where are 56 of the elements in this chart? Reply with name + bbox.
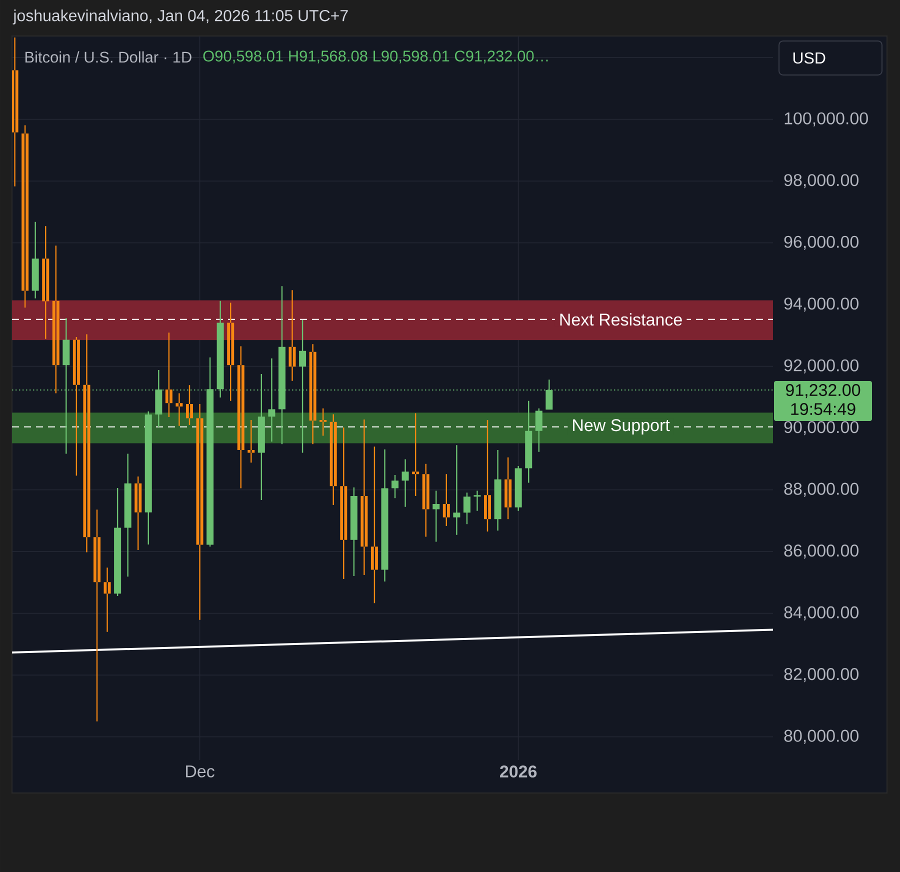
candlestick <box>83 334 90 552</box>
candlestick <box>340 427 348 580</box>
candlestick <box>42 226 50 339</box>
text: O90,598.01 H91,568.08 L90,598.01 C91,232.00… <box>203 50 548 64</box>
candlestick <box>474 490 481 511</box>
candlestick <box>370 446 378 604</box>
candlestick <box>72 337 80 476</box>
y-tick-label: 84,000.00 <box>784 606 858 620</box>
candlestick <box>309 344 316 444</box>
candlestick <box>12 38 18 186</box>
candlestick <box>422 464 430 537</box>
y-tick-label: 100,000.00 <box>784 112 868 126</box>
y-tick-label: 86,000.00 <box>784 544 858 559</box>
candlestick <box>360 419 368 576</box>
candlestick <box>412 413 420 496</box>
ref-line-label: New Support <box>573 419 670 435</box>
candlestick <box>94 510 100 722</box>
y-tick-label: 92,000.00 <box>784 359 858 374</box>
candlestick <box>52 246 60 394</box>
candlestick <box>32 222 39 298</box>
y-tick-label: 88,000.00 <box>784 482 858 497</box>
candlestick <box>227 302 234 401</box>
y-tick-label: 82,000.00 <box>784 668 858 682</box>
text: USD <box>793 52 826 64</box>
candlestick <box>186 385 193 425</box>
candlestick <box>134 476 142 550</box>
candlestick <box>504 457 512 520</box>
y-tick-label: 90,000.00 <box>784 421 858 436</box>
x-tick-label: Dec <box>186 766 214 778</box>
text: 19:54:49 <box>791 403 856 416</box>
candlestick <box>237 346 244 488</box>
y-tick-label: 96,000.00 <box>784 236 858 250</box>
ref-line-label: Next Resistance <box>560 313 682 326</box>
candlestick <box>320 408 327 436</box>
candlestick <box>330 414 337 505</box>
ref-line-label: 91,232.00 <box>786 384 860 398</box>
candlestick <box>268 358 276 442</box>
text: Bitcoin / U.S. Dollar · 1D <box>25 51 192 63</box>
candlestick <box>288 290 296 381</box>
candlestick <box>453 445 460 535</box>
candlestick <box>442 474 450 526</box>
y-tick-label: 94,000.00 <box>784 298 858 312</box>
candlestick <box>494 450 502 531</box>
candlestick <box>196 404 204 620</box>
candlestick <box>248 420 255 463</box>
candlestick <box>176 393 183 426</box>
y-tick-label: 98,000.00 <box>784 174 858 188</box>
x-tick-label: 2026 <box>500 766 537 778</box>
candlestick <box>165 332 172 417</box>
candlestick <box>22 125 29 308</box>
y-tick-label: 80,000.00 <box>784 730 858 744</box>
candlestick <box>484 420 492 532</box>
candlestick <box>124 454 132 577</box>
candlestick <box>402 459 409 507</box>
candlestick <box>104 568 111 632</box>
text: joshuakevinalviano, Jan 04, 2026 11:05 UTC+7 <box>12 10 348 24</box>
